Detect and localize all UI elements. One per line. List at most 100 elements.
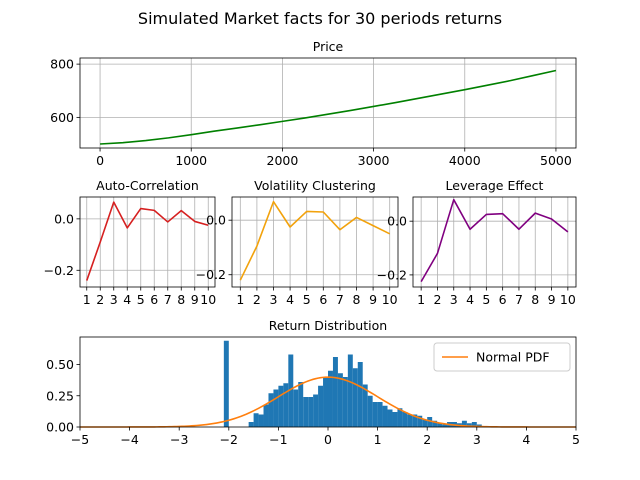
x-tick-label: 5 (572, 432, 580, 447)
y-tick-label: 600 (50, 110, 74, 125)
histogram-bar (288, 354, 294, 427)
series-line (420, 198, 569, 283)
x-tick-label: 5 (137, 292, 145, 307)
autocorrelation-chart: 1 2 3 4 5 6 7 8 9 10 0.0 −0.2 Auto-Correlation (44, 178, 217, 307)
x-tick-label: 7 (515, 292, 523, 307)
x-tick-label: −5 (71, 432, 89, 447)
histogram-bar (422, 419, 428, 427)
x-tick-label: 2 (423, 432, 431, 447)
histogram-bar (263, 404, 269, 427)
return-distribution-chart: Normal PDF −5 −4 −3 −2 −1 0 1 2 3 4 5 0.00 0.25 0.50 Re… (46, 318, 580, 447)
x-tick-label: 3 (270, 292, 278, 307)
x-tick-label: −4 (120, 432, 138, 447)
histogram-bar (283, 383, 289, 427)
x-tick-label: 1000 (175, 153, 207, 168)
x-tick-label: −2 (220, 432, 238, 447)
axes-frame (79, 196, 216, 288)
x-tick-label: 10 (382, 292, 398, 307)
histogram-bar (258, 414, 264, 427)
histogram-bar (308, 397, 314, 427)
x-tick-label: 6 (499, 292, 507, 307)
x-tick-label: 4000 (449, 153, 481, 168)
series-line (239, 200, 391, 281)
x-tick-label: 1 (417, 292, 425, 307)
x-tick-label: 2000 (267, 153, 299, 168)
x-tick-label: 10 (200, 292, 216, 307)
leverage-effect-chart: 1 2 3 4 5 6 7 8 9 10 0.0 −0.2 Leverage Effect (377, 178, 577, 307)
x-tick-label: 5 (482, 292, 490, 307)
histogram-bar (223, 340, 229, 427)
x-tick-label: 5 (303, 292, 311, 307)
histogram-bar (461, 420, 467, 427)
histogram-bar (357, 362, 363, 427)
price-chart: 0 1000 2000 3000 4000 5000 600 800 Price (50, 39, 577, 168)
x-tick-label: 3 (110, 292, 118, 307)
y-tick-label: 0.0 (387, 214, 407, 229)
x-tick-label: 4 (466, 292, 474, 307)
x-tick-label: 2 (433, 292, 441, 307)
x-tick-label: 7 (164, 292, 172, 307)
x-tick-label: 0 (96, 153, 104, 168)
histogram-bar (352, 368, 358, 427)
x-tick-label: 1 (374, 432, 382, 447)
histogram-bar (427, 417, 433, 427)
x-tick-label: 1 (236, 292, 244, 307)
x-tick-label: 1 (83, 292, 91, 307)
histogram-bar (337, 373, 343, 427)
x-tick-label: 9 (369, 292, 377, 307)
y-tick-label: 800 (50, 57, 74, 72)
histogram-bar (248, 422, 254, 427)
volatility-clustering-chart: 1 2 3 4 5 6 7 8 9 10 0.0 −0.2 Volatility Clustering (196, 178, 399, 307)
chart-title: Volatility Clustering (254, 178, 376, 193)
histogram-bar (332, 357, 338, 427)
histogram-bar (298, 382, 304, 427)
x-tick-label: 9 (191, 292, 199, 307)
x-tick-label: 7 (336, 292, 344, 307)
y-tick-label: 0.50 (46, 357, 74, 372)
x-tick-label: 2 (253, 292, 261, 307)
histogram-bar (362, 384, 368, 427)
legend-box (433, 342, 571, 372)
histogram-bar (313, 394, 319, 427)
series-line (100, 69, 557, 145)
legend-label: Normal PDF (476, 350, 550, 365)
x-tick-label: 4 (522, 432, 530, 447)
y-tick-label: 0.00 (46, 420, 74, 435)
histogram-bar (328, 370, 333, 427)
histogram-bar (466, 423, 472, 427)
histogram-bar (392, 412, 398, 427)
y-tick-label: −0.2 (377, 267, 407, 282)
histogram-bar (437, 423, 443, 427)
y-tick-label: 0.0 (54, 211, 74, 226)
x-tick-label: 3 (450, 292, 458, 307)
x-tick-label: −1 (269, 432, 287, 447)
histogram-bar (382, 405, 388, 427)
x-tick-label: 8 (531, 292, 539, 307)
histogram-bar (318, 385, 324, 427)
x-tick-label: 3000 (358, 153, 390, 168)
x-tick-label: 4 (123, 292, 131, 307)
x-tick-label: 8 (353, 292, 361, 307)
histogram-bar (347, 354, 353, 427)
x-tick-label: 9 (548, 292, 556, 307)
x-tick-label: 4 (286, 292, 294, 307)
chart-title: Auto-Correlation (96, 178, 199, 193)
x-tick-label: −3 (170, 432, 188, 447)
x-tick-label: 2 (96, 292, 104, 307)
y-tick-label: −0.2 (196, 267, 226, 282)
series-line (85, 201, 209, 281)
axes-frame (231, 196, 399, 288)
histogram-bar (387, 409, 393, 427)
histogram-bar (412, 414, 418, 427)
histogram-bar (377, 402, 383, 427)
histogram-bar (367, 395, 373, 427)
x-tick-label: 8 (177, 292, 185, 307)
histogram-bar (268, 393, 274, 427)
x-tick-label: 5000 (540, 153, 572, 168)
y-tick-label: 0.25 (46, 388, 74, 403)
histogram-bar (417, 415, 423, 427)
histogram-bar (253, 413, 259, 427)
histogram-bar (323, 377, 328, 427)
histogram-bar (432, 420, 438, 427)
